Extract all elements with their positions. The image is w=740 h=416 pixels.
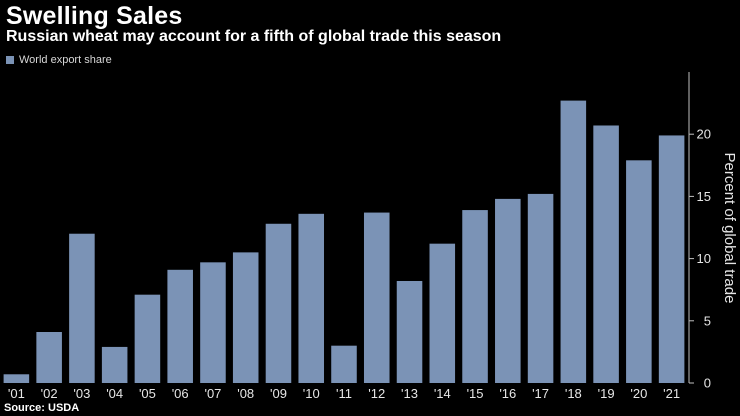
x-tick-label: '20	[630, 386, 647, 401]
bar-15	[495, 198, 521, 383]
bar-5	[167, 269, 193, 383]
x-tick-label: '18	[565, 386, 582, 401]
x-tick-label: '08	[237, 386, 254, 401]
x-tick-label: '01	[8, 386, 25, 401]
bar-14	[462, 210, 488, 383]
x-tick-label: '04	[106, 386, 123, 401]
x-tick-label: '15	[467, 386, 484, 401]
x-tick-label: '12	[368, 386, 385, 401]
y-tick-label: 15	[697, 189, 711, 204]
x-tick-label: '03	[73, 386, 90, 401]
bar-3	[101, 346, 128, 383]
bar-0	[3, 374, 30, 383]
bar-2	[69, 233, 95, 383]
bar-13	[429, 243, 456, 383]
chart-subtitle: Russian wheat may account for a fifth of…	[6, 28, 502, 45]
x-tick-label: '02	[41, 386, 58, 401]
bar-7	[232, 252, 259, 383]
bar-12	[396, 280, 423, 383]
x-tick-label: '10	[303, 386, 320, 401]
x-tick-label: '05	[139, 386, 156, 401]
x-tick-label: '11	[336, 386, 352, 401]
bar-18	[593, 125, 619, 384]
bar-20	[658, 135, 685, 383]
legend: World export share	[6, 54, 112, 66]
bar-6	[200, 262, 226, 383]
x-tick-label: '16	[499, 386, 516, 401]
bar-16	[527, 193, 554, 383]
bar-11	[363, 212, 390, 383]
y-axis-title: Percent of global trade	[721, 153, 738, 304]
legend-swatch	[6, 56, 14, 64]
bar-9	[298, 213, 325, 383]
x-tick-label: '07	[204, 386, 221, 401]
legend-label: World export share	[19, 54, 112, 66]
x-tick-label: '21	[663, 386, 680, 401]
x-tick-label: '13	[401, 386, 418, 401]
x-tick-label: '19	[598, 386, 615, 401]
source-note: Source: USDA	[4, 402, 80, 414]
bars	[3, 100, 685, 384]
x-tick-label: '14	[434, 386, 451, 401]
bar-1	[36, 332, 62, 383]
y-tick-label: 0	[704, 376, 711, 391]
bar-4	[134, 294, 161, 383]
y-axis: 0 5 10 15 20 Percent of global trade	[688, 72, 738, 391]
x-tick-label: '06	[172, 386, 189, 401]
bar-17	[560, 100, 587, 384]
bar-8	[265, 223, 292, 383]
x-tick-label: '09	[270, 386, 287, 401]
y-tick-label: 10	[697, 251, 711, 266]
x-axis: '01 '02 '03 '04 '05 '06 '07 '08 '09 '10 '11 '12 '13 '…	[8, 386, 680, 401]
y-tick-label: 20	[697, 127, 711, 142]
x-tick-label: '17	[532, 386, 549, 401]
bar-19	[626, 160, 652, 383]
y-tick-label: 5	[704, 313, 711, 328]
bar-10	[331, 345, 357, 383]
chart-title: Swelling Sales	[6, 2, 183, 30]
